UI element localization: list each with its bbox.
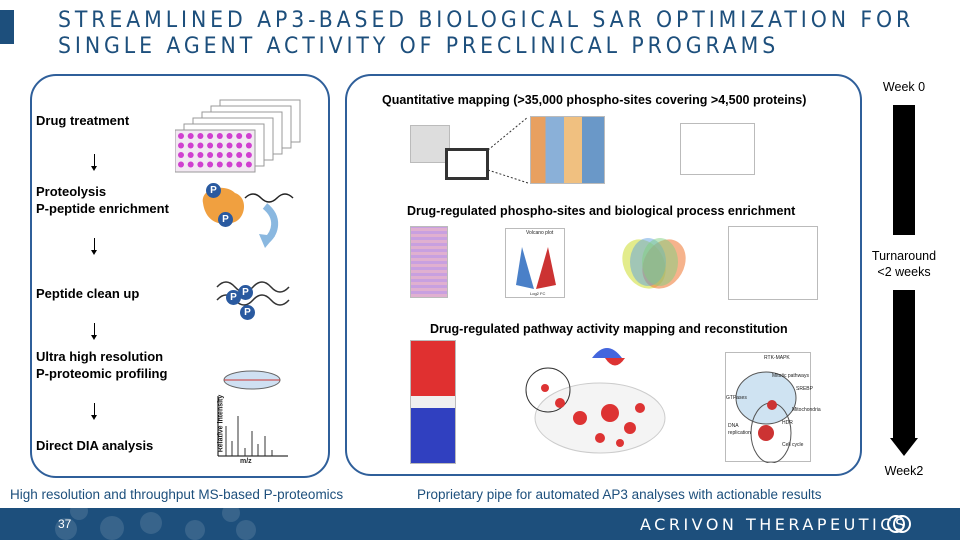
laptop-image <box>445 148 489 180</box>
well <box>197 142 204 149</box>
well <box>245 161 252 168</box>
phospho-tag: P <box>240 305 255 320</box>
well <box>178 161 184 168</box>
company-logo-icon <box>887 515 911 533</box>
timeline-turnaround: Turnaround <2 weeks <box>871 249 937 279</box>
x-axis-label: m/z <box>240 458 252 465</box>
arrow-down <box>91 238 97 255</box>
well <box>236 142 243 149</box>
step-peptide-clean-up: Peptide clean up <box>36 286 140 301</box>
phospho-heatmap-image <box>410 226 448 298</box>
well <box>236 161 243 168</box>
well <box>207 142 214 149</box>
arrow-down <box>91 403 97 420</box>
company-name: ACRIVON THERAPEUTICS <box>640 515 909 534</box>
well <box>207 161 214 168</box>
well <box>187 142 194 149</box>
volcano-title: Volcano plot <box>526 230 554 236</box>
network-label: Cell cycle <box>782 442 804 448</box>
well-plates-icon <box>175 99 301 173</box>
well <box>197 152 204 158</box>
left-caption: High resolution and throughput MS-based … <box>10 487 344 502</box>
network-graph-image <box>525 348 666 454</box>
network-label: Mitochondria <box>792 407 821 413</box>
right-caption: Proprietary pipe for automated AP3 analy… <box>417 487 822 502</box>
venn-diagram-image <box>622 238 686 289</box>
well <box>207 133 214 139</box>
well <box>187 161 194 168</box>
timeline-bar-top <box>893 105 915 235</box>
well <box>197 161 204 168</box>
network-label: SREBP <box>796 386 813 392</box>
volcano-plot-image: Volcano plot Log2 FC <box>505 228 565 298</box>
timeline-end: Week2 <box>884 464 924 478</box>
arrow-down <box>91 154 97 171</box>
well <box>245 133 252 139</box>
pathway-map-image: RTK-MAPK Mitotic pathways SREBP GTPases … <box>725 352 821 463</box>
well <box>226 152 233 158</box>
network-node <box>624 422 636 434</box>
well <box>236 152 243 158</box>
network-node <box>635 403 645 413</box>
well <box>197 133 204 139</box>
phospho-tag: P <box>218 212 233 227</box>
network-label: RTK-MAPK <box>764 355 790 361</box>
title-accent-bar <box>0 10 14 44</box>
section-heading-pathway: Drug-regulated pathway activity mapping … <box>430 322 788 336</box>
well <box>226 142 233 149</box>
pca-plot-image <box>680 123 755 175</box>
network-node <box>601 404 619 422</box>
section-heading-enrichment: Drug-regulated phospho-sites and biologi… <box>407 204 796 218</box>
y-axis-label: Relative intensity <box>217 394 225 453</box>
well <box>245 152 252 158</box>
mass-spectrum-illustration <box>217 370 288 457</box>
timeline-bar-bottom <box>893 290 915 440</box>
network-label: HDR <box>782 420 793 426</box>
well <box>178 152 184 158</box>
footer-bar: 37 ACRIVON THERAPEUTICS <box>0 502 960 540</box>
network-node <box>595 433 605 443</box>
well <box>207 152 214 158</box>
heatmap-image <box>530 116 605 184</box>
connector-lines <box>488 116 529 184</box>
mass-spectrometer-image <box>410 125 450 163</box>
well <box>216 161 223 168</box>
well <box>187 152 194 158</box>
well <box>245 142 252 149</box>
well <box>216 152 223 158</box>
step-dia-analysis: Direct DIA analysis <box>36 438 154 453</box>
well <box>187 133 194 139</box>
phospho-tag: P <box>238 285 253 300</box>
timeline-arrow-head <box>890 438 918 456</box>
slide-title: STREAMLINED AP3-BASED BIOLOGICAL SAR OPT… <box>58 8 914 60</box>
pathway-enrichment-image <box>728 226 818 300</box>
network-label: GTPases <box>726 395 747 401</box>
title-line-1: STREAMLINED AP3-BASED BIOLOGICAL SAR OPT… <box>58 8 915 33</box>
well <box>226 133 233 139</box>
phospho-tag: P <box>206 183 221 198</box>
network-node <box>573 411 587 425</box>
network-node <box>541 384 549 392</box>
arrow-down <box>91 323 97 340</box>
well <box>178 133 184 139</box>
section-heading-quant: Quantitative mapping (>35,000 phospho-si… <box>382 93 807 107</box>
regulation-heatmap-image <box>410 340 456 464</box>
well <box>236 133 243 139</box>
volcano-xlabel: Log2 FC <box>530 291 546 296</box>
well <box>226 161 233 168</box>
timeline-start: Week 0 <box>882 80 926 94</box>
step-profiling: Ultra high resolution P-proteomic profil… <box>36 349 168 381</box>
network-node <box>616 439 624 447</box>
title-line-2: SINGLE AGENT ACTIVITY OF PRECLINICAL PRO… <box>58 34 780 59</box>
step-proteolysis: Proteolysis P-peptide enrichment <box>36 184 169 216</box>
network-node <box>555 398 565 408</box>
step-drug-treatment: Drug treatment <box>36 113 130 128</box>
network-label: Mitotic pathways <box>772 373 809 379</box>
network-label: DNA replication <box>728 423 751 436</box>
page-number: 37 <box>58 517 72 531</box>
well <box>216 133 223 139</box>
well <box>216 142 223 149</box>
phospho-tag: P <box>226 290 241 305</box>
well <box>178 142 184 149</box>
